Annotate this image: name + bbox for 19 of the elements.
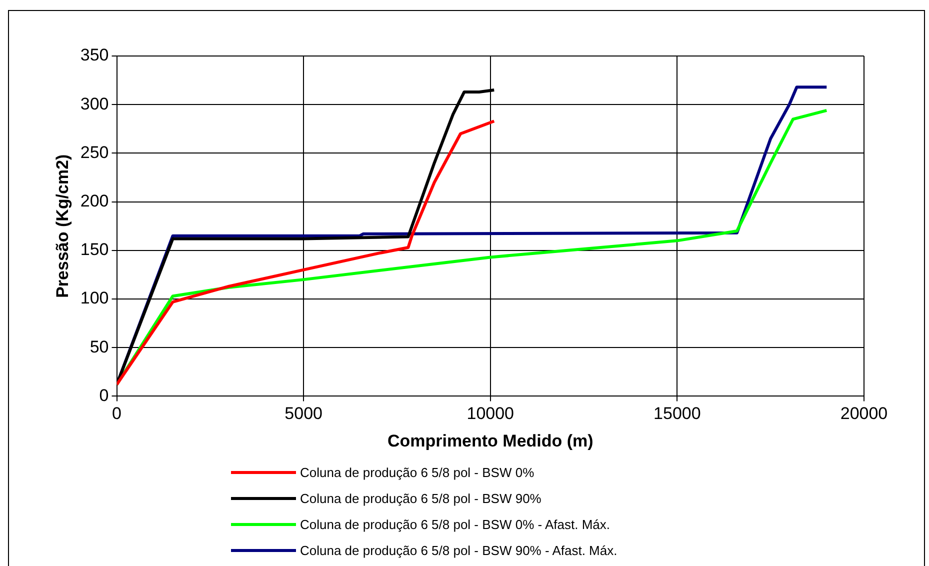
x-tick-label: 5000 [284, 404, 322, 424]
y-axis-title: Pressão (Kg/cm2) [52, 154, 72, 298]
y-tick-label: 200 [80, 191, 109, 210]
x-tick-label: 0 [112, 404, 122, 424]
y-tick-label: 150 [80, 240, 109, 260]
x-axis-title: Comprimento Medido (m) [387, 431, 594, 450]
x-tick-label: 20000 [840, 404, 888, 424]
y-tick-label: 0 [99, 386, 109, 405]
legend-label: Coluna de produção 6 5/8 pol - BSW 0% - Afast. Máx. [300, 516, 610, 532]
y-tick-label: 250 [80, 142, 109, 162]
y-tick-label: 50 [90, 337, 109, 356]
y-tick-label: 350 [80, 46, 109, 65]
x-tick-label: 10000 [466, 404, 514, 424]
legend-label: Coluna de produção 6 5/8 pol - BSW 0% [300, 464, 534, 480]
legend-label: Coluna de produção 6 5/8 pol - BSW 90% - Afast. Máx. [300, 542, 618, 558]
legend-label: Coluna de produção 6 5/8 pol - BSW 90% [300, 490, 542, 506]
y-tick-label: 300 [80, 94, 109, 114]
x-tick-label: 15000 [654, 404, 701, 424]
y-tick-label: 100 [80, 288, 109, 308]
